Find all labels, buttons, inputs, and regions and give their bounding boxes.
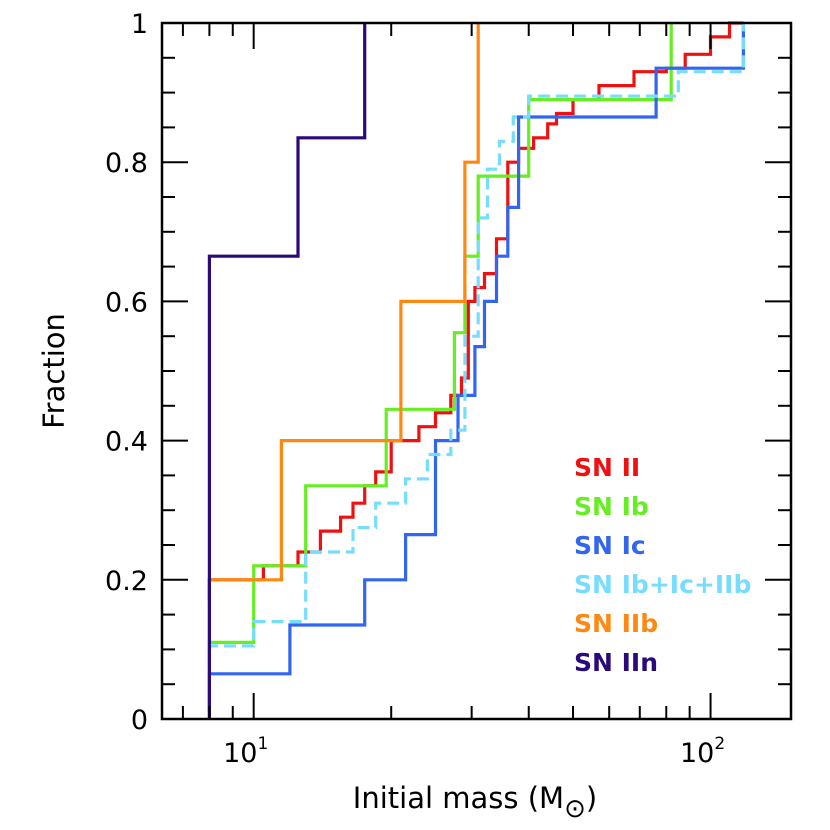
- y-axis-label: Fraction: [37, 313, 71, 429]
- legend-entry-3: SN Ib+Ic+IIb: [574, 570, 751, 599]
- x-tick-label-0: 101: [223, 734, 268, 769]
- series-line-0: [207, 21, 744, 601]
- x-axis-label: Initial mass (M⊙): [353, 781, 597, 824]
- legend-entry-1: SN Ib: [574, 492, 649, 521]
- y-tick-label-1: 0.2: [105, 566, 148, 597]
- y-tick-label-3: 0.6: [105, 287, 148, 318]
- legend-entry-0: SN II: [574, 453, 640, 482]
- series-line-2: [207, 23, 745, 712]
- y-tick-label-2: 0.4: [105, 427, 148, 458]
- y-tick-label-0: 0: [131, 705, 148, 736]
- series-line-3: [207, 23, 745, 650]
- tick-layer: 101 102 0 0.2 0.4 0.6 0.8 1: [105, 9, 791, 769]
- legend-entry-5: SN IIn: [574, 648, 658, 677]
- y-tick-label-5: 1: [131, 9, 148, 40]
- x-tick-label-1: 102: [680, 734, 725, 769]
- series-layer: [207, 21, 745, 719]
- series-line-5: [207, 23, 367, 719]
- legend-entry-4: SN IIb: [574, 609, 658, 638]
- series-line-4: [207, 23, 480, 719]
- series-line-1: [207, 23, 673, 671]
- y-tick-label-4: 0.8: [105, 148, 148, 179]
- legend-entry-2: SN Ic: [574, 531, 646, 560]
- legend: SN II SN Ib SN Ic SN Ib+Ic+IIb SN IIb SN IIn: [574, 453, 751, 677]
